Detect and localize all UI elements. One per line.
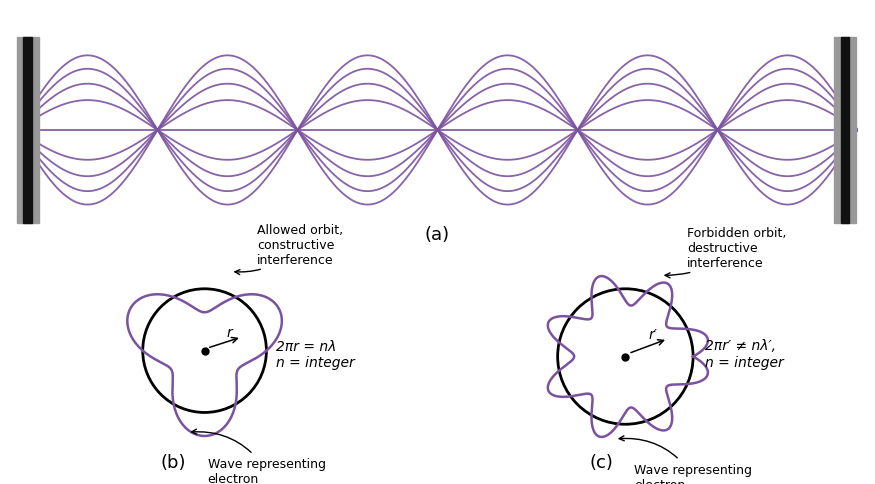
Bar — [841, 38, 849, 224]
Text: Wave representing
electron: Wave representing electron — [192, 429, 326, 484]
Text: (b): (b) — [161, 454, 186, 471]
Text: Wave representing
electron: Wave representing electron — [620, 436, 752, 484]
Text: Forbidden orbit,
destructive
interference: Forbidden orbit, destructive interferenc… — [665, 227, 787, 278]
Text: r: r — [227, 325, 232, 339]
Bar — [834, 38, 856, 224]
Text: Allowed orbit,
constructive
interference: Allowed orbit, constructive interference — [234, 223, 343, 275]
Text: 2πr = nλ
n = integer: 2πr = nλ n = integer — [276, 339, 354, 369]
Bar — [24, 38, 32, 224]
Text: r′: r′ — [649, 327, 658, 341]
Text: (c): (c) — [590, 454, 613, 471]
Text: (a): (a) — [425, 226, 450, 244]
Bar — [17, 38, 38, 224]
Text: 2πr′ ≠ nλ′,
n = integer: 2πr′ ≠ nλ′, n = integer — [705, 339, 784, 369]
